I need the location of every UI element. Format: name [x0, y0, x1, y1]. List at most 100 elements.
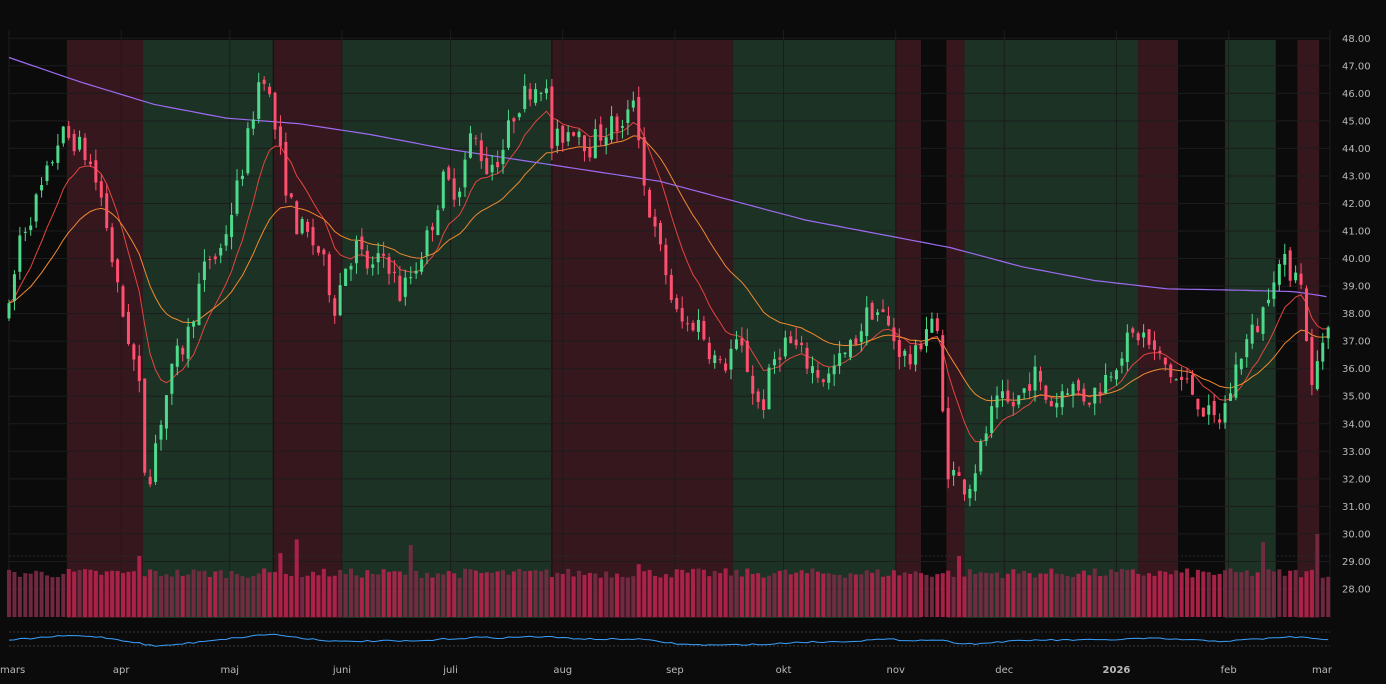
oscillator-panel	[8, 631, 1330, 647]
volume-bar	[1136, 573, 1141, 617]
candle-up	[1277, 263, 1281, 285]
candle-up	[219, 247, 223, 256]
volume-bar	[957, 555, 962, 617]
candle-down	[289, 193, 293, 198]
volume-bar	[1038, 573, 1043, 617]
volume-bar	[924, 574, 929, 617]
volume-bar	[1271, 571, 1276, 617]
volume-bar	[794, 572, 799, 617]
x-tick-label: maj	[220, 665, 239, 676]
volume-bar	[1011, 569, 1016, 617]
candle-up	[610, 116, 614, 140]
candle-up	[523, 85, 527, 110]
candle-down	[854, 338, 858, 345]
candle-down	[707, 342, 711, 360]
volume-bar	[495, 571, 500, 617]
y-tick-label: 44.00	[1342, 144, 1371, 155]
volume-bar	[245, 577, 250, 617]
volume-bar	[1016, 573, 1021, 617]
y-tick-label: 41.00	[1342, 227, 1371, 238]
volume-bar	[435, 573, 440, 617]
volume-bar	[403, 574, 408, 617]
candle-up	[403, 277, 407, 297]
volume-bar	[897, 575, 902, 617]
candle-down	[1256, 326, 1260, 332]
volume-bar	[1179, 572, 1184, 617]
volume-bar	[1223, 570, 1228, 617]
candle-down	[116, 259, 120, 283]
candle-up	[50, 162, 54, 164]
candle-up	[577, 131, 581, 138]
candle-down	[962, 479, 966, 495]
candle-down	[935, 318, 939, 331]
volume-bar	[620, 577, 625, 617]
volume-bar	[604, 571, 609, 617]
candle-down	[648, 189, 652, 218]
candle-down	[1098, 391, 1102, 395]
candle-down	[588, 147, 592, 158]
volume-bar	[1157, 570, 1162, 617]
volume-bar	[28, 573, 33, 617]
candle-down	[615, 116, 619, 132]
candle-down	[642, 137, 646, 186]
candle-up	[1093, 387, 1097, 404]
volume-bar	[240, 576, 245, 617]
candle-down	[1201, 407, 1205, 417]
candle-up	[968, 488, 972, 499]
volume-bar	[870, 572, 875, 617]
candle-up	[1000, 391, 1004, 399]
volume-bar	[832, 574, 837, 617]
volume-bar	[1049, 568, 1054, 617]
volume-bar	[408, 544, 413, 617]
candle-up	[468, 133, 472, 158]
candle-up	[827, 373, 831, 383]
x-tick-label: mar	[1312, 665, 1333, 676]
candle-down	[762, 399, 766, 410]
volume-bar	[197, 571, 202, 617]
candle-up	[534, 89, 538, 103]
volume-bar	[321, 568, 326, 617]
volume-bar	[191, 569, 196, 617]
volume-bar	[39, 571, 44, 617]
candle-up	[517, 113, 521, 118]
candle-up	[859, 331, 863, 342]
volume-bar	[674, 569, 679, 617]
volume-bar	[457, 577, 462, 617]
volume-bar	[110, 570, 115, 617]
volume-bar	[1304, 571, 1309, 617]
regime-zone-bullish	[1225, 40, 1276, 618]
candle-down	[88, 161, 92, 165]
candle-up	[1120, 358, 1124, 366]
volume-bar	[805, 573, 810, 617]
candle-up	[1223, 403, 1227, 423]
candle-up	[501, 149, 505, 165]
volume-bar	[1185, 568, 1190, 617]
volume-bar	[50, 577, 55, 617]
candle-down	[105, 193, 109, 229]
volume-bar	[77, 570, 82, 617]
volume-bar	[1212, 574, 1217, 617]
volume-bar	[1130, 569, 1135, 617]
candle-down	[1028, 384, 1032, 391]
candle-down	[311, 227, 315, 246]
volume-bar	[1315, 533, 1320, 617]
candle-down	[751, 375, 755, 394]
volume-bar	[479, 573, 484, 617]
volume-bar	[767, 575, 772, 617]
candle-down	[1082, 388, 1086, 402]
regime-zone-bullish	[964, 40, 1139, 618]
candle-up	[7, 303, 11, 319]
volume-bar	[843, 577, 848, 617]
candle-up	[1228, 393, 1232, 401]
volume-bar	[1147, 573, 1152, 617]
candle-down	[756, 391, 760, 402]
volume-bar	[397, 571, 402, 617]
volume-bar	[1206, 572, 1211, 617]
candle-up	[1066, 393, 1070, 395]
volume-bar	[875, 569, 880, 617]
candle-down	[268, 86, 272, 95]
x-tick-label: juli	[442, 665, 458, 676]
candle-up	[34, 194, 38, 222]
candle-down	[658, 222, 662, 245]
